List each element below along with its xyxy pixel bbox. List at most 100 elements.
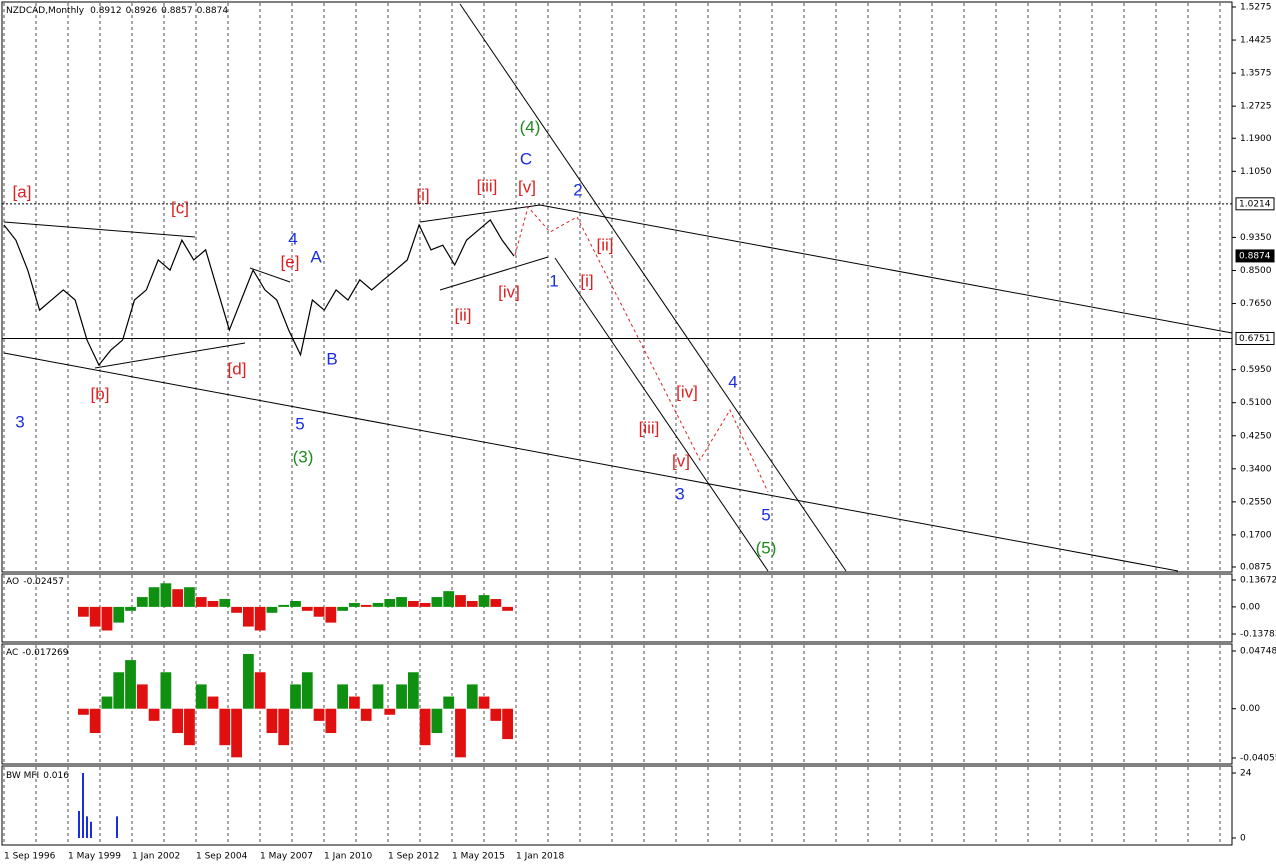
ao-bar — [372, 602, 384, 607]
ao-bar — [325, 606, 337, 623]
mfi-tick-label: 24 — [1240, 769, 1252, 779]
ac-bar — [384, 708, 396, 715]
ac-bar — [101, 696, 113, 709]
wave-label: C — [520, 149, 532, 168]
ao-bar — [89, 606, 101, 627]
ac-title: AC -0.017269 — [6, 648, 69, 658]
wave-label: [e] — [281, 252, 300, 271]
ac-bar — [231, 708, 242, 758]
date-label: 1 May 2007 — [260, 852, 313, 862]
ac-bar — [254, 672, 266, 709]
ao-bar — [242, 606, 254, 627]
ac-bar — [455, 708, 466, 758]
y-tick-label: 1.5275 — [1240, 3, 1272, 13]
wave-label: [i] — [416, 185, 429, 204]
ao-title: AO -0.02457 — [6, 577, 64, 587]
ac-bar — [301, 672, 313, 709]
level-label: 0.6751 — [1239, 334, 1271, 344]
ao-bar — [254, 606, 266, 631]
ao-panel — [1, 573, 1233, 643]
wave-label: [iii] — [477, 176, 498, 195]
wave-label: 4 — [288, 229, 297, 248]
ac-last: -0.017269 — [22, 648, 68, 658]
y-tick-label: 0.1700 — [1240, 530, 1272, 540]
symbol: NZDCAD,Monthly — [6, 6, 85, 16]
y-tick-label: 0.3400 — [1240, 464, 1272, 474]
ao-bar — [172, 589, 184, 607]
ao-bar — [455, 595, 466, 607]
ao-bar — [290, 600, 301, 607]
ao-bar — [231, 606, 242, 613]
wave-label: 1 — [549, 271, 558, 290]
ao-bar — [184, 587, 195, 607]
wave-label: 2 — [573, 180, 582, 199]
y-tick-label: 1.1900 — [1240, 134, 1272, 144]
mfi-panel — [1, 765, 1233, 846]
date-label: 1 Jan 2002 — [132, 852, 180, 862]
ac-bar — [325, 708, 337, 734]
wave-label: A — [310, 247, 322, 266]
y-tick-label: 0.7650 — [1240, 299, 1272, 309]
ac-bar — [372, 684, 384, 709]
ac-name: AC — [6, 648, 18, 658]
ac-bar — [313, 708, 325, 721]
wave-label: (5) — [756, 538, 777, 557]
mfi-bar — [86, 816, 88, 838]
ao-last: -0.02457 — [23, 577, 63, 587]
ao-bar — [419, 602, 431, 607]
ao-bar — [466, 600, 478, 607]
ac-panel — [1, 643, 1233, 765]
mfi-bar — [90, 821, 92, 838]
ao-bar — [266, 606, 278, 613]
wave-label: [i] — [580, 271, 593, 290]
ac-bar — [242, 654, 254, 709]
date-label: 1 May 1999 — [68, 852, 121, 862]
ao-bar — [396, 597, 407, 607]
level-box — [1235, 249, 1275, 263]
ao-bar — [478, 595, 490, 607]
symbol-title: NZDCAD,Monthly 0.8912 0.8926 0.8857 0.8874 — [6, 6, 228, 16]
ac-bar — [290, 684, 301, 709]
ao-bar — [78, 606, 89, 617]
wave-label: [ii] — [597, 235, 614, 254]
ao-bar — [349, 602, 360, 607]
ac-bar — [443, 696, 455, 709]
ao-bar — [219, 599, 231, 607]
ac-bar — [219, 708, 231, 746]
ao-name: AO — [6, 577, 19, 587]
level-label: 1.0214 — [1239, 199, 1271, 209]
ao-bar — [136, 597, 148, 607]
ac-bar — [113, 672, 125, 709]
ac-bar — [89, 708, 101, 734]
ac-bar — [195, 684, 207, 709]
ac-bar — [266, 708, 278, 734]
y-tick-label: 1.2725 — [1240, 102, 1272, 112]
wave-label: [iv] — [676, 382, 698, 401]
wave-label: 3 — [15, 412, 24, 431]
ao-bar — [431, 597, 443, 607]
wave-label: [v] — [672, 451, 690, 470]
wave-label: [iii] — [639, 418, 660, 437]
projection-path — [514, 205, 769, 493]
ao-bar — [490, 599, 502, 607]
ao-bar — [313, 606, 325, 617]
wave-label: B — [326, 349, 337, 368]
ao-bar — [148, 587, 160, 607]
ao-bar — [337, 606, 349, 611]
mfi-bar — [78, 810, 80, 838]
ac-tick-label: 0.00 — [1240, 704, 1260, 714]
ac-tick-label: -0.04055 — [1240, 754, 1276, 764]
ao-bar — [384, 599, 396, 607]
wave-label: [ii] — [455, 305, 472, 324]
y-tick-label: 1.4425 — [1240, 36, 1272, 46]
wave-label: (4) — [520, 117, 541, 136]
wave-label: [v] — [518, 177, 536, 196]
ac-bar — [407, 672, 419, 709]
y-tick-label: 0.0875 — [1240, 563, 1272, 573]
ao-bar — [278, 604, 290, 607]
ao-bar — [160, 583, 172, 607]
wave-label: [b] — [91, 384, 110, 403]
ao-bar — [301, 606, 313, 611]
